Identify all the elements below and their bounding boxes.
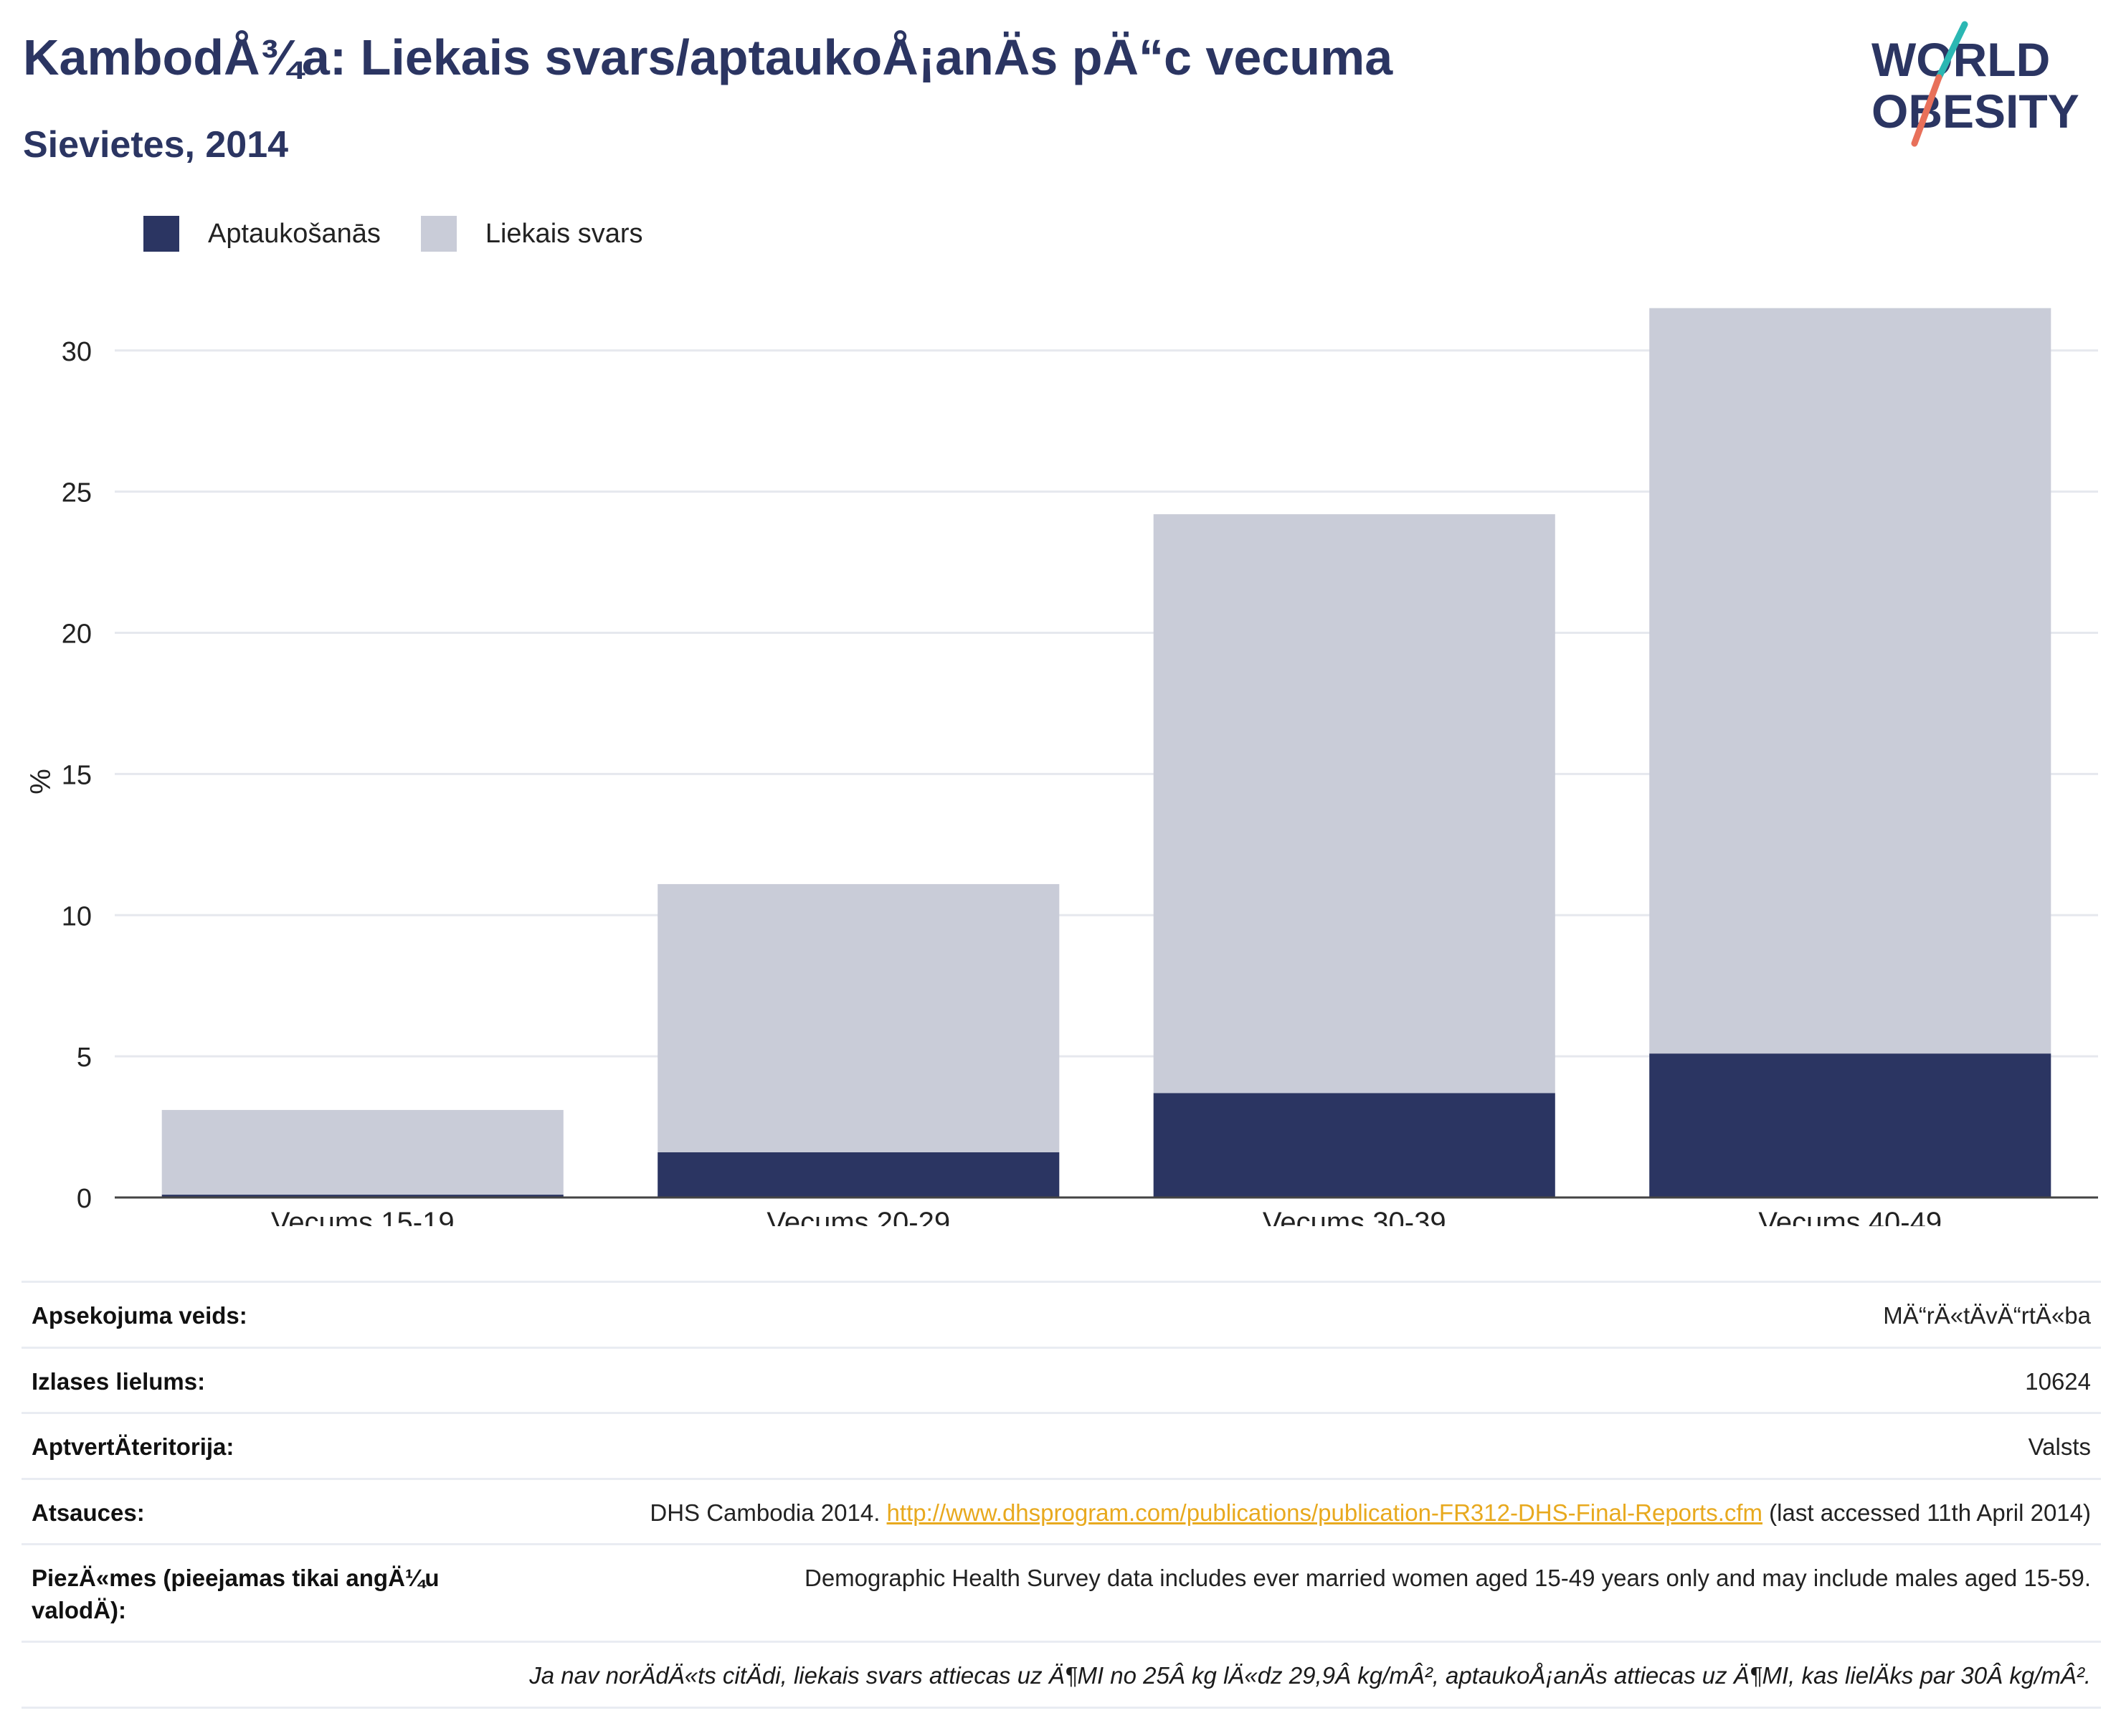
info-value: Valsts: [529, 1412, 2101, 1479]
info-label: Izlases lielums:: [22, 1346, 529, 1413]
info-label: Apsekojuma veids:: [22, 1281, 529, 1348]
info-label: AptvertÄteritorija:: [22, 1412, 529, 1479]
logo-slash-coral: [1911, 74, 1942, 147]
world-obesity-logo: WORLD OBESITY: [1871, 21, 2079, 147]
info-row-sample-size: Izlases lielums: 10624: [22, 1346, 2101, 1413]
legend-swatch-obesity: [143, 216, 179, 252]
info-table: Apsekojuma veids: MÄ“rÄ«tÄvÄ“rtÄ«ba Izla…: [22, 1281, 2101, 1709]
y-tick-label: 30: [62, 337, 92, 367]
bar-chart: 0 5 10 15 20 25 30 Vecums 15-19 Vecums 20-29 Vecu…: [25, 308, 2098, 1226]
bar-overweight-2[interactable]: [658, 883, 1060, 1152]
y-axis-title: %: [25, 769, 57, 795]
info-row-survey-type: Apsekojuma veids: MÄ“rÄ«tÄvÄ“rtÄ«ba: [22, 1281, 2101, 1348]
info-row-coverage: AptvertÄteritorija: Valsts: [22, 1412, 2101, 1479]
bar-obesity-2[interactable]: [658, 1152, 1060, 1197]
x-tick-label: Vecums 15-19: [271, 1207, 455, 1226]
axis-labels: 0 5 10 15 20 25 30 Vecums 15-19 Vecums 20-29 Vecu…: [62, 337, 1942, 1226]
y-tick-label: 5: [77, 1043, 92, 1073]
info-label: PiezÄ«mes (pieejamas tikai angÄ¼u valodÄ…: [22, 1543, 529, 1642]
info-label: Atsauces:: [22, 1477, 529, 1545]
logo-word-world: WORLD: [1871, 33, 2050, 86]
info-value: DHS Cambodia 2014. http://www.dhsprogram…: [529, 1477, 2101, 1545]
x-tick-label: Vecums 40-49: [1758, 1207, 1942, 1226]
bar-overweight-4[interactable]: [1649, 308, 2051, 1054]
bar-overweight-3[interactable]: [1153, 514, 1555, 1094]
chart-title: KambodÅ¾a: Liekais svars/aptaukoÅ¡anÄs p…: [23, 29, 1393, 85]
legend-swatch-overweight: [420, 216, 457, 252]
legend-item-obesity[interactable]: Aptaukošanās: [143, 216, 381, 252]
gridlines: [115, 349, 2098, 1058]
y-tick-label: 15: [62, 760, 92, 790]
bars: [161, 308, 2051, 1197]
x-tick-label: Vecums 20-29: [767, 1207, 950, 1226]
info-row-notes: PiezÄ«mes (pieejamas tikai angÄ¼u valodÄ…: [22, 1543, 2101, 1642]
bar-obesity-3[interactable]: [1153, 1093, 1555, 1197]
y-tick-label: 10: [62, 901, 92, 931]
legend-item-overweight[interactable]: Liekais svars: [420, 216, 643, 252]
x-tick-label: Vecums 30-39: [1263, 1207, 1446, 1226]
bar-overweight-1[interactable]: [161, 1109, 564, 1195]
legend-label-overweight: Liekais svars: [485, 218, 643, 249]
info-value: 10624: [529, 1346, 2101, 1413]
y-tick-label: 20: [62, 620, 92, 650]
source-suffix: (last accessed 11th April 2014): [1762, 1499, 2091, 1526]
chart-legend: Aptaukošanās Liekais svars: [143, 212, 683, 255]
info-value: MÄ“rÄ«tÄvÄ“rtÄ«ba: [529, 1281, 2101, 1348]
info-row-sources: Atsauces: DHS Cambodia 2014. http://www.…: [22, 1477, 2101, 1545]
legend-label-obesity: Aptaukošanās: [208, 218, 381, 249]
y-tick-label: 25: [62, 478, 92, 508]
logo-slash-teal: [1935, 21, 1968, 81]
bar-obesity-1[interactable]: [161, 1195, 564, 1197]
source-prefix: DHS Cambodia 2014.: [650, 1499, 887, 1526]
chart-subtitle: Sievietes, 2014: [23, 124, 289, 166]
info-value: Demographic Health Survey data includes …: [529, 1543, 2101, 1642]
info-row-footnote: Ja nav norÄdÄ«ts citÄdi, liekais svars a…: [22, 1641, 2101, 1709]
logo-word-obesity: OBESITY: [1871, 85, 2079, 138]
source-link[interactable]: http://www.dhsprogram.com/publications/p…: [886, 1499, 1763, 1526]
bar-obesity-4[interactable]: [1649, 1053, 2051, 1197]
bmi-footnote: Ja nav norÄdÄ«ts citÄdi, liekais svars a…: [22, 1641, 2101, 1709]
y-tick-label: 0: [77, 1184, 92, 1214]
